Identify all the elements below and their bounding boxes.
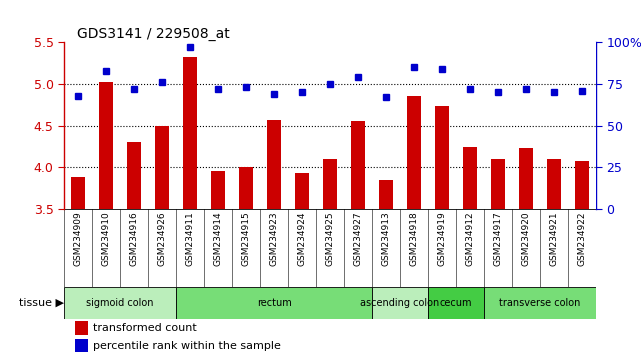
Bar bbox=[519, 148, 533, 209]
Text: GSM234926: GSM234926 bbox=[158, 211, 167, 266]
Text: transverse colon: transverse colon bbox=[499, 298, 581, 308]
Bar bbox=[491, 159, 505, 209]
Text: GSM234922: GSM234922 bbox=[578, 211, 587, 266]
Text: GSM234916: GSM234916 bbox=[129, 211, 138, 266]
Bar bbox=[323, 159, 337, 209]
Text: GSM234915: GSM234915 bbox=[242, 211, 251, 266]
Bar bbox=[183, 57, 197, 209]
Bar bbox=[75, 321, 88, 335]
Text: ascending colon: ascending colon bbox=[360, 298, 440, 308]
Text: tissue ▶: tissue ▶ bbox=[19, 298, 63, 308]
Text: rectum: rectum bbox=[257, 298, 292, 308]
Text: GSM234923: GSM234923 bbox=[270, 211, 279, 266]
Text: GSM234924: GSM234924 bbox=[297, 211, 306, 266]
Bar bbox=[155, 126, 169, 209]
Text: cecum: cecum bbox=[440, 298, 472, 308]
Text: GSM234925: GSM234925 bbox=[326, 211, 335, 266]
Bar bbox=[435, 106, 449, 209]
Text: GSM234912: GSM234912 bbox=[465, 211, 474, 266]
Bar bbox=[428, 287, 484, 319]
Text: GDS3141 / 229508_at: GDS3141 / 229508_at bbox=[77, 27, 229, 41]
Text: GSM234914: GSM234914 bbox=[213, 211, 222, 266]
Bar bbox=[99, 82, 113, 209]
Bar bbox=[351, 121, 365, 209]
Text: GSM234927: GSM234927 bbox=[354, 211, 363, 266]
Bar bbox=[267, 120, 281, 209]
Bar bbox=[211, 171, 225, 209]
Text: transformed count: transformed count bbox=[94, 323, 197, 333]
Bar bbox=[379, 180, 393, 209]
Bar bbox=[295, 173, 309, 209]
Bar bbox=[127, 142, 141, 209]
Text: GSM234920: GSM234920 bbox=[522, 211, 531, 266]
Text: GSM234918: GSM234918 bbox=[410, 211, 419, 266]
Text: GSM234911: GSM234911 bbox=[186, 211, 195, 266]
Text: GSM234917: GSM234917 bbox=[494, 211, 503, 266]
Bar bbox=[75, 339, 88, 352]
Bar bbox=[176, 287, 372, 319]
Text: GSM234919: GSM234919 bbox=[438, 211, 447, 266]
Bar bbox=[547, 159, 561, 209]
Text: percentile rank within the sample: percentile rank within the sample bbox=[94, 341, 281, 350]
Text: GSM234910: GSM234910 bbox=[102, 211, 111, 266]
Text: sigmoid colon: sigmoid colon bbox=[87, 298, 154, 308]
Bar bbox=[239, 167, 253, 209]
Bar bbox=[575, 161, 589, 209]
Text: GSM234913: GSM234913 bbox=[381, 211, 390, 266]
Text: GSM234921: GSM234921 bbox=[549, 211, 558, 266]
Bar bbox=[71, 177, 85, 209]
Text: GSM234909: GSM234909 bbox=[74, 211, 83, 266]
Bar bbox=[64, 287, 176, 319]
Bar bbox=[463, 147, 477, 209]
Bar bbox=[484, 287, 596, 319]
Bar bbox=[407, 96, 421, 209]
Bar bbox=[372, 287, 428, 319]
